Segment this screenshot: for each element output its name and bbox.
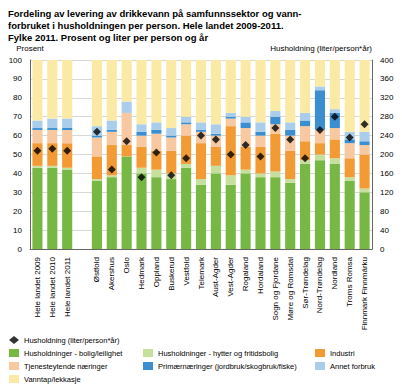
svg-text:Fylke 2011. Prosent og liter p: Fylke 2011. Prosent og liter per person …	[8, 32, 208, 43]
svg-text:Møre og Romsdal: Møre og Romsdal	[286, 257, 295, 321]
svg-text:Vestfold: Vestfold	[182, 257, 191, 285]
svg-text:40: 40	[13, 169, 22, 178]
svg-text:20: 20	[13, 207, 22, 216]
svg-text:40: 40	[380, 226, 389, 235]
svg-text:90: 90	[13, 74, 22, 83]
svg-text:Aust-Agder: Aust-Agder	[211, 257, 220, 297]
svg-text:Husholdning (liter/person*år): Husholdning (liter/person*år)	[24, 336, 120, 345]
svg-text:100: 100	[9, 56, 23, 65]
svg-text:70: 70	[13, 112, 22, 121]
svg-text:Industri: Industri	[330, 349, 355, 358]
svg-text:360: 360	[380, 74, 394, 83]
svg-text:Hele landet 2009: Hele landet 2009	[33, 256, 42, 317]
svg-text:Vest-Agder: Vest-Agder	[226, 257, 235, 297]
svg-text:Hele landet 2011: Hele landet 2011	[63, 256, 72, 316]
svg-text:Hordaland: Hordaland	[256, 257, 265, 294]
svg-text:240: 240	[380, 131, 394, 140]
svg-text:Vanntap/lekkasje: Vanntap/lekkasje	[24, 375, 81, 384]
svg-text:Annet forbruk: Annet forbruk	[330, 362, 375, 371]
svg-text:0: 0	[18, 245, 23, 254]
svg-text:320: 320	[380, 93, 394, 102]
svg-text:Hele landet 2010: Hele landet 2010	[48, 256, 57, 317]
svg-text:30: 30	[13, 188, 22, 197]
svg-text:Oppland: Oppland	[152, 257, 161, 287]
svg-text:Husholdninger - hytter og frit: Husholdninger - hytter og fritidsbolig	[158, 349, 278, 358]
svg-text:Troms Romsa: Troms Romsa	[345, 256, 354, 306]
svg-text:400: 400	[380, 56, 394, 65]
svg-text:Husholdninger - bolig/leilighe: Husholdninger - bolig/leilighet	[24, 349, 123, 358]
svg-text:160: 160	[380, 169, 394, 178]
svg-text:80: 80	[380, 207, 389, 216]
svg-text:Sør-Trøndelag: Sør-Trøndelag	[301, 257, 310, 309]
svg-text:10: 10	[13, 226, 22, 235]
svg-text:Nordland: Nordland	[330, 257, 339, 289]
svg-text:Sogn og Fjordane: Sogn og Fjordane	[271, 256, 280, 320]
svg-text:Akershus: Akershus	[107, 257, 116, 290]
svg-text:Rogaland: Rogaland	[241, 257, 250, 291]
svg-text:80: 80	[13, 93, 22, 102]
svg-text:0: 0	[380, 245, 385, 254]
svg-text:Nord-Trøndelag: Nord-Trøndelag	[315, 257, 324, 313]
svg-text:200: 200	[380, 150, 394, 159]
svg-text:120: 120	[380, 188, 394, 197]
svg-text:Østfold: Østfold	[92, 257, 101, 282]
svg-text:280: 280	[380, 112, 394, 121]
svg-text:Finnmark Finnmárku: Finnmark Finnmárku	[360, 257, 369, 330]
svg-text:Hedmark: Hedmark	[137, 256, 146, 289]
svg-text:Buskerud: Buskerud	[167, 257, 176, 291]
svg-text:forbruket i husholdningen per: forbruket i husholdningen per person. He…	[8, 20, 284, 31]
svg-text:Husholdning (liter/person*år): Husholdning (liter/person*år)	[270, 44, 372, 53]
svg-text:60: 60	[13, 131, 22, 140]
svg-text:Tjenesteytende næringer: Tjenesteytende næringer	[24, 362, 108, 371]
svg-text:Primærnæringer (jordbruk/skogb: Primærnæringer (jordbruk/skogbruk/fiske)	[158, 362, 297, 371]
svg-text:Fordeling av levering av drikk: Fordeling av levering av drikkevann på s…	[8, 8, 302, 19]
svg-text:Prosent: Prosent	[16, 44, 44, 53]
svg-text:Oslo: Oslo	[122, 256, 131, 273]
svg-text:Telemark: Telemark	[197, 256, 206, 289]
svg-text:50: 50	[13, 150, 22, 159]
